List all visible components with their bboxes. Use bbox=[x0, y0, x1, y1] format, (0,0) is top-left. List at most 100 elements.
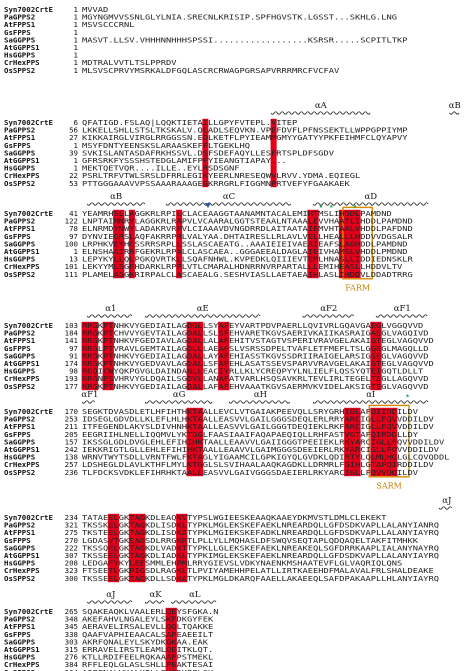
start-position: 101 bbox=[65, 262, 78, 271]
alpha-helix-coil bbox=[144, 314, 261, 318]
alignment-row: Syn7002CrtE 41 YEAMRHSLLAGGKRLRPILCLACEAAG… bbox=[4, 209, 392, 218]
alpha-helix-coil bbox=[144, 400, 213, 404]
species-name: CrHexPPS bbox=[4, 460, 40, 469]
sequence-residues: RRGNPSVHRVYGLDQAILSGDYLLANAFATVARLHSQSAV… bbox=[82, 374, 429, 383]
sequence-residues: RRGKPTNHKVYGEDVAVLAGDALLSFAFEHLASATSSEVS… bbox=[82, 359, 434, 368]
identical-residue-column bbox=[338, 209, 361, 279]
alignment-row: CrHexPPS 384 RFFLEQLGLASLSHLLPEAKTESAI bbox=[4, 660, 213, 669]
identical-residue-column bbox=[370, 321, 382, 391]
alignment-row: PaGPPS2 253 IDSEGLGDVDLLKLEFLHLHKTAALLEASV… bbox=[4, 415, 434, 424]
species-name: Syn7002CrtE bbox=[4, 209, 53, 218]
alpha-helix-coil bbox=[170, 600, 217, 604]
start-position: 242 bbox=[65, 445, 78, 454]
alignment-row: Syn7002CrtE 6 QFATIGD.FSLAQ|LQQKTIETAILLGP… bbox=[4, 118, 298, 127]
sequence-residues: YEAMRHSLLAGGKRLRPILCLACEAAGGTAANAMNTACAL… bbox=[82, 209, 392, 218]
start-position: 300 bbox=[65, 574, 78, 583]
helix-label: αJ bbox=[442, 496, 452, 506]
conservation-shading bbox=[186, 407, 398, 477]
sequence-residues: KTLLRDIFEELRQKAAAFPSTMEKL bbox=[82, 653, 214, 662]
start-position: 1 bbox=[74, 13, 78, 22]
alpha-helix-coil bbox=[228, 400, 291, 404]
sequence-residues: ERRAVELIRSTLEAMLQEITKLQT. bbox=[82, 645, 213, 654]
sequence-residues: LGDASVTGKSAGSDLRRGKRTLPLLYLLMQHASLDFSWQV… bbox=[82, 536, 419, 545]
start-position: 138 bbox=[65, 453, 78, 462]
species-name: SaGGPPS bbox=[4, 437, 35, 446]
alignment-row: Syn7002CrtE 170 SEGKTDVASDLETLHFIHTHKTAALL… bbox=[4, 407, 419, 416]
start-position: 170 bbox=[65, 407, 78, 416]
start-position: 174 bbox=[65, 359, 79, 368]
species-name: HsGGPPS bbox=[4, 164, 35, 173]
species-name: AtFPPS1 bbox=[4, 20, 36, 29]
species-name: Syn7002CrtE bbox=[4, 118, 53, 127]
secondary-structure: αJ bbox=[438, 496, 453, 510]
alignment-row: AtGGPPS1 242 IEKKRIGTLGLLEHLEFIHIHKTAALLEA… bbox=[4, 445, 440, 454]
identical-residue-column bbox=[270, 118, 277, 188]
species-name: GsFPPS bbox=[4, 232, 31, 241]
sequence-residues: MSVSCCCRNL bbox=[82, 20, 135, 29]
identical-residue-column bbox=[107, 513, 120, 583]
sequence-residues: PTTGGGAAAVVPSSAAARAAAGEGKRRGRLFIGGMNPRTV… bbox=[82, 179, 350, 188]
alignment-row: HsGGPPS 98 RGQICWYQKPGVGLDAINDANLLEACIYRLL… bbox=[4, 367, 424, 376]
species-name: GsFPPS bbox=[4, 28, 31, 37]
sequence-residues: TKSSQELGKTAGKDLVADKTTYPKLLGLEKSKEFAEKLNR… bbox=[82, 543, 440, 552]
start-position: 1 bbox=[74, 156, 78, 165]
alignment-row: OsSPPS2 236 TLFDCKSVDKLEFIHRHKTAALLEASVVLG… bbox=[4, 468, 419, 477]
species-name: GsFPPS bbox=[4, 430, 31, 439]
species-name: AtGGPPS1 bbox=[4, 43, 40, 52]
sequence-residues: ELNSHAAIRRFGEKRLRPALCLASCAEA..GGGAEEALDA… bbox=[82, 247, 408, 256]
species-name: CrHexPPS bbox=[4, 660, 40, 669]
secondary-structure: αB αC αD bbox=[86, 192, 429, 206]
alignment-row: AtFPPS1 1 MSVSCCCRNL bbox=[4, 20, 135, 29]
species-name: HsGGPPS bbox=[4, 453, 35, 462]
alignment-row: SaGGPPS 100 LRPHKVEYHGSSRRSRPLLSSLASCAEATG… bbox=[4, 239, 408, 248]
identical-residue-column bbox=[370, 407, 398, 477]
identical-residue-column bbox=[165, 607, 177, 671]
alignment-row: OsSPPS2 177 RRGKPTNHKVYGEDIAILAGDALLAFAFEH… bbox=[4, 382, 429, 391]
start-position: 56 bbox=[69, 126, 78, 135]
species-name: OsSPPS2 bbox=[4, 382, 35, 391]
start-position: 6 bbox=[74, 118, 78, 127]
species-name: CrHexPPS bbox=[4, 566, 40, 575]
alignment-row: OsSPPS2 111 PLAMELAGGKRIRPALCLASCAEALG.SES… bbox=[4, 270, 413, 279]
helix-label: αG bbox=[173, 390, 186, 400]
sequence-residues: AKEFAHVLNGALEYLSKFDKGYFEK bbox=[82, 615, 214, 624]
motif-label: SARM bbox=[376, 481, 401, 490]
start-position: 1 bbox=[74, 35, 78, 44]
species-name: AtFPPS1 bbox=[4, 422, 36, 431]
species-name: PaGPPS2 bbox=[4, 615, 35, 624]
start-position: 13 bbox=[69, 255, 78, 264]
alignment-row: OsSPPS2 53 PTTGGGAAAVVPSSAAARAAAGEGKRRGRLF… bbox=[4, 179, 350, 188]
catalytic-site-star: ★ bbox=[353, 202, 358, 210]
start-position: 253 bbox=[65, 415, 78, 424]
start-position: 364 bbox=[65, 668, 79, 671]
alignment-row: SaGGPPS 303 AKRFQNALEYLSKYDKGKAA.EAK bbox=[4, 637, 209, 646]
start-position: 1 bbox=[74, 66, 78, 75]
sequence-residues: MGYNGMVVSSNLGLYLNIA.SRECNLKRISIP.SPFHGVS… bbox=[82, 13, 397, 22]
alpha-helix-coil bbox=[144, 600, 165, 604]
alignment-block: α1 αE αF2 αF1 ★ Syn7002CrtE 103 RRGKPTNHKVYGEDI… bbox=[4, 304, 434, 399]
species-name: AtFPPS1 bbox=[4, 622, 36, 631]
alignment-row: AtGGPPS1 1 bbox=[4, 43, 78, 52]
start-position: 307 bbox=[65, 551, 78, 560]
sequence-residues: TKSTEELGKTAGKDLISDKATYPKLMGIEKSKEFADKLNR… bbox=[82, 528, 440, 537]
species-name: PaGPPS2 bbox=[4, 217, 35, 226]
helix-label: αF2 bbox=[320, 304, 337, 314]
alignment-row: HsGGPPS 276 KTLLRDIFEELRQKAAAFPSTMEKL bbox=[4, 653, 214, 662]
sequence-residues: LRPHKVEYHGSSRRSRPLLSSLASCAEATG..AAAIEIEI… bbox=[82, 239, 408, 248]
species-name: PaGPPS2 bbox=[4, 13, 35, 22]
sequence-residues: RRGLPTVRAVLGEMTAILAGDLLLAEAFSLVSRSSDPELT… bbox=[82, 344, 429, 353]
alignment-row: CrHexPPS 22 PSRLTRFVTWLSRSLDFRRLEGIKYEERLN… bbox=[4, 171, 361, 180]
sequence-residues: MEKTQETVQR....ILLE..EYLRSDSGNF bbox=[82, 164, 240, 173]
motif-box bbox=[368, 404, 410, 478]
start-position: 98 bbox=[69, 367, 78, 376]
alignment-root: Syn7002CrtE 1 MVVAD PaGPPS2 1 MGYNGMVVSSNLGLY… bbox=[4, 5, 461, 671]
alignment-block: αJ Syn7002CrtE 234 TATAEELGKTAGKDLEAQKVTYPS… bbox=[4, 496, 453, 583]
secondary-structure: αF1 αG αH αI bbox=[81, 390, 429, 404]
helix-label: αB bbox=[449, 101, 461, 111]
alpha-helix-coil bbox=[270, 111, 371, 115]
alignment-row: CrHexPPS 101 LEKYYMLSGFHDARKLRPPLVTLCMARAL… bbox=[4, 262, 403, 271]
identical-residue-column bbox=[176, 209, 183, 279]
species-name: AtGGPPS1 bbox=[4, 551, 40, 560]
conservation-shading bbox=[202, 118, 277, 188]
